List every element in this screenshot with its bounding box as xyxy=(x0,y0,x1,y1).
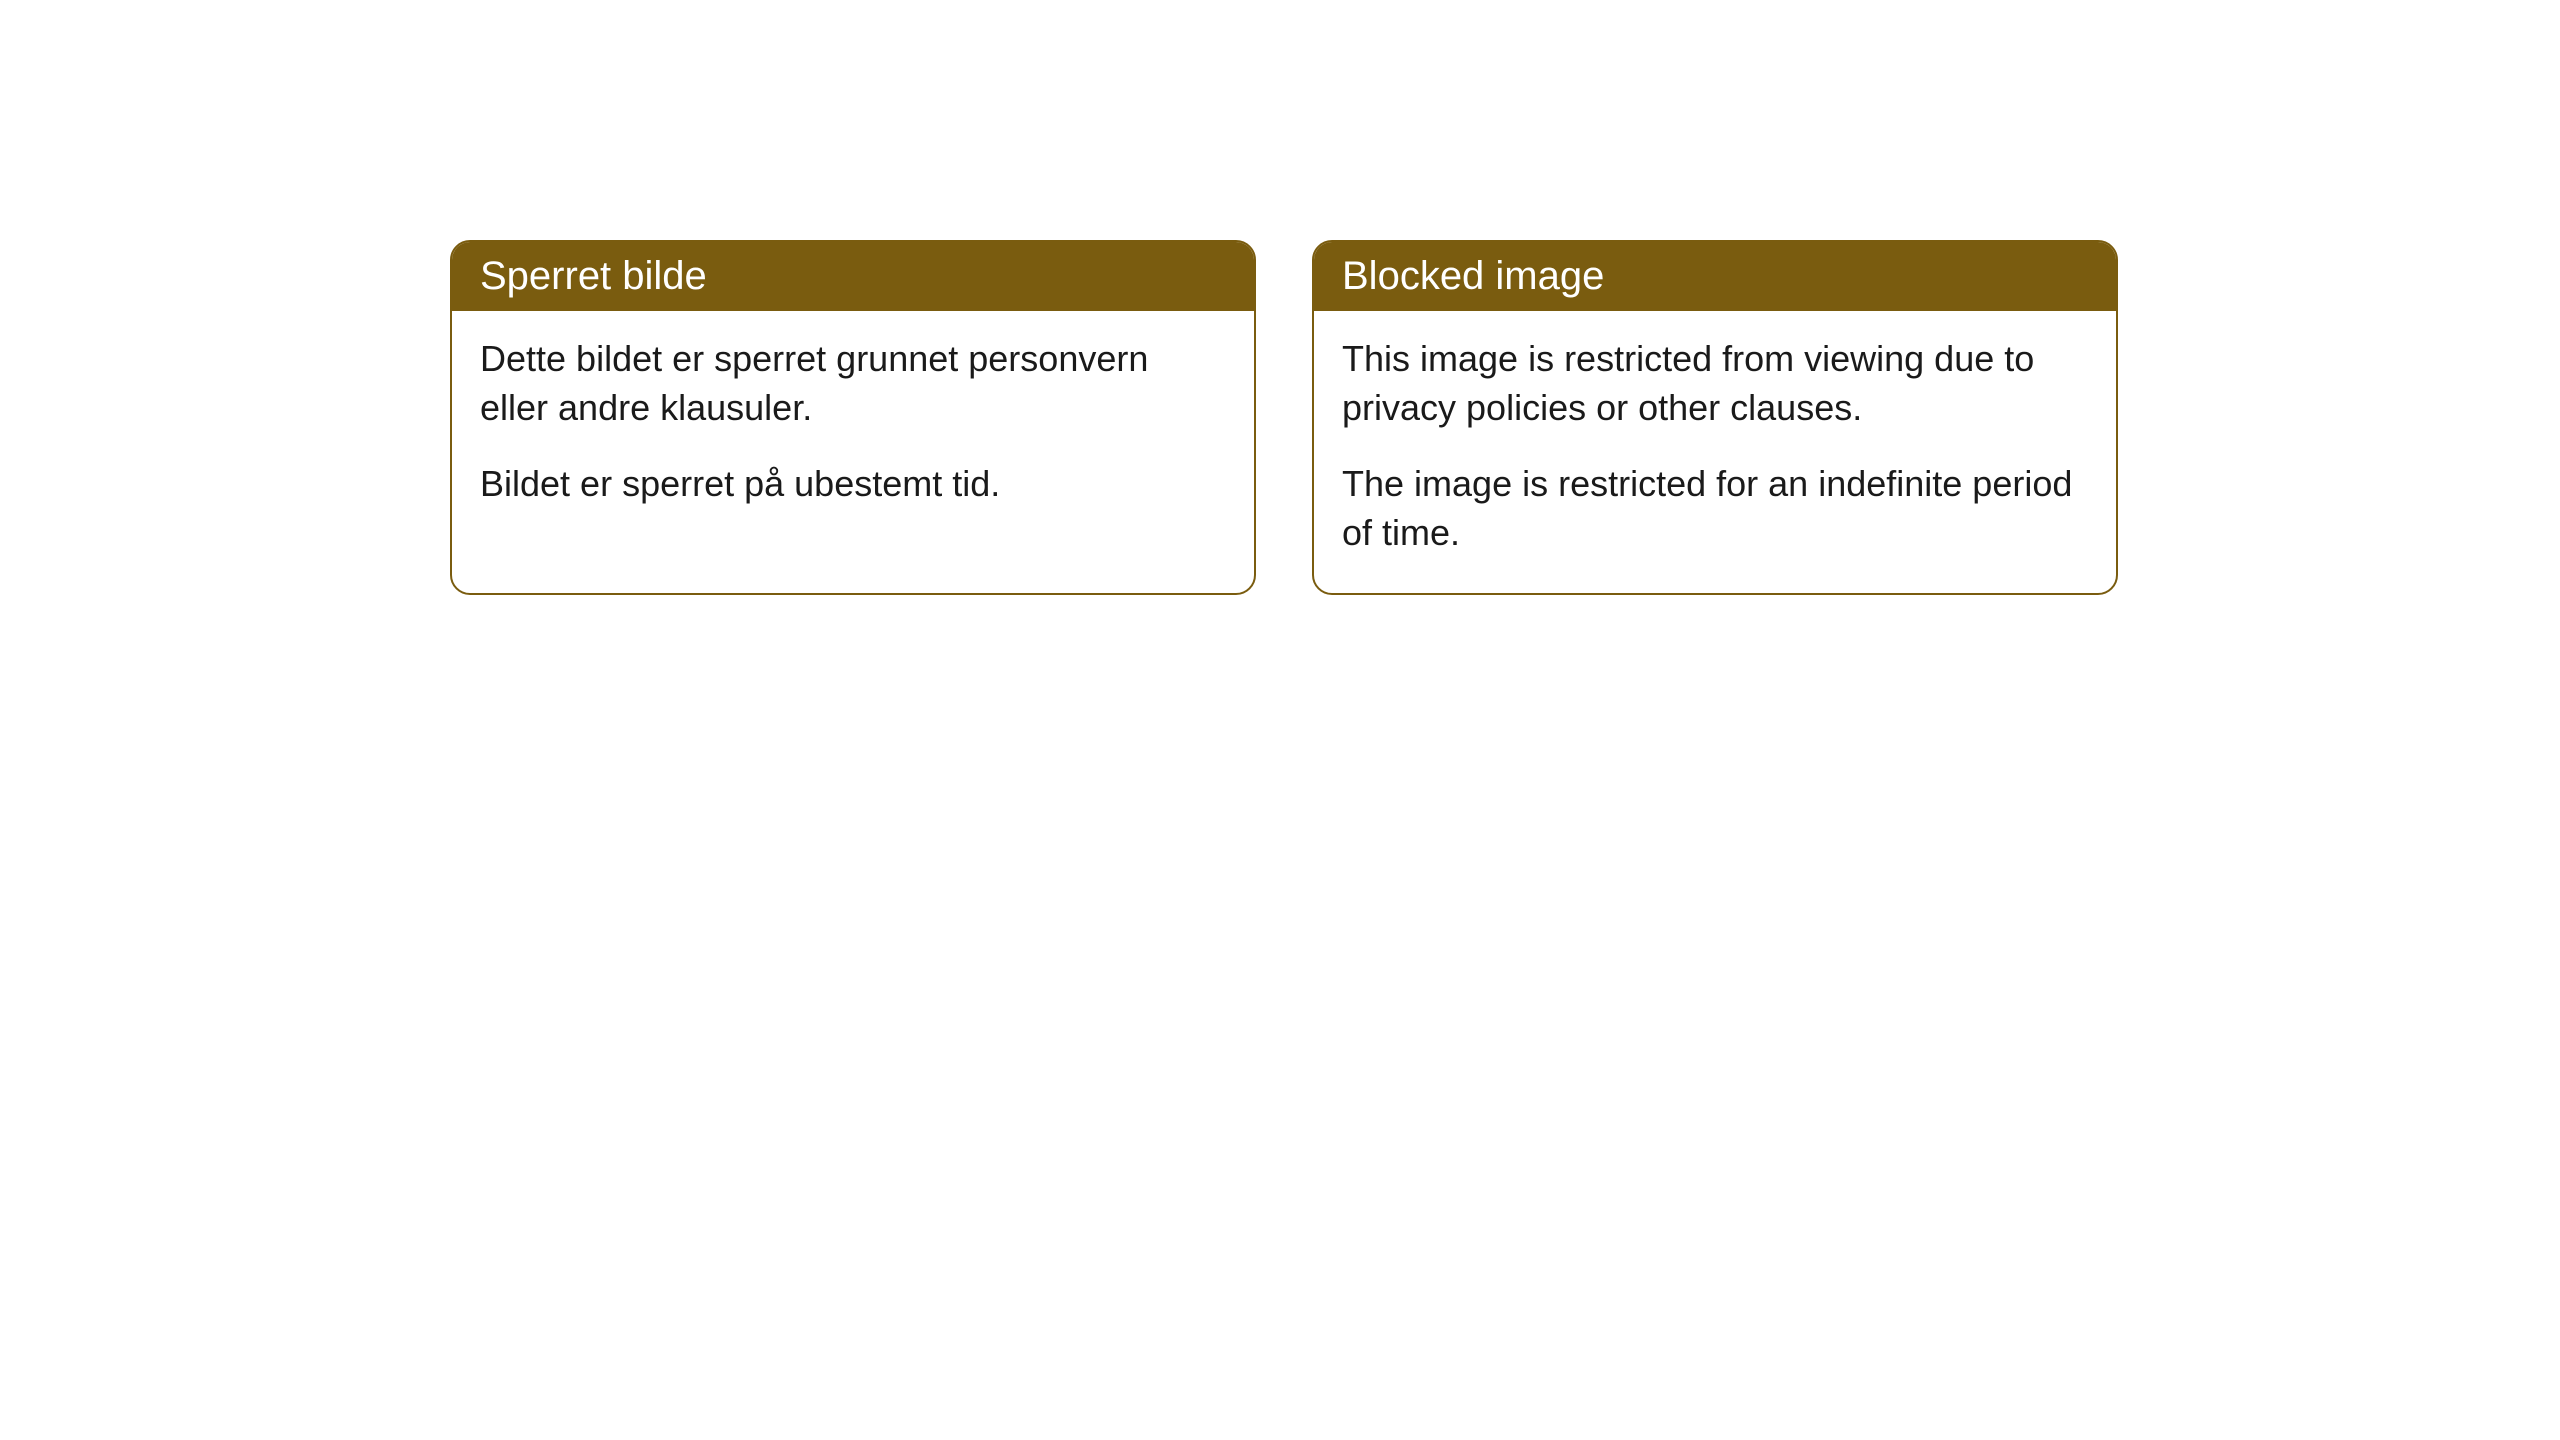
card-paragraph: Bildet er sperret på ubestemt tid. xyxy=(480,460,1226,509)
card-title: Sperret bilde xyxy=(480,254,707,298)
blocked-image-card-en: Blocked image This image is restricted f… xyxy=(1312,240,2118,595)
blocked-image-card-no: Sperret bilde Dette bildet er sperret gr… xyxy=(450,240,1256,595)
card-paragraph: Dette bildet er sperret grunnet personve… xyxy=(480,335,1226,432)
card-header: Blocked image xyxy=(1314,242,2116,311)
card-body: This image is restricted from viewing du… xyxy=(1314,311,2116,593)
card-header: Sperret bilde xyxy=(452,242,1254,311)
card-title: Blocked image xyxy=(1342,254,1604,298)
cards-container: Sperret bilde Dette bildet er sperret gr… xyxy=(450,240,2118,595)
card-paragraph: The image is restricted for an indefinit… xyxy=(1342,460,2088,557)
card-paragraph: This image is restricted from viewing du… xyxy=(1342,335,2088,432)
card-body: Dette bildet er sperret grunnet personve… xyxy=(452,311,1254,545)
